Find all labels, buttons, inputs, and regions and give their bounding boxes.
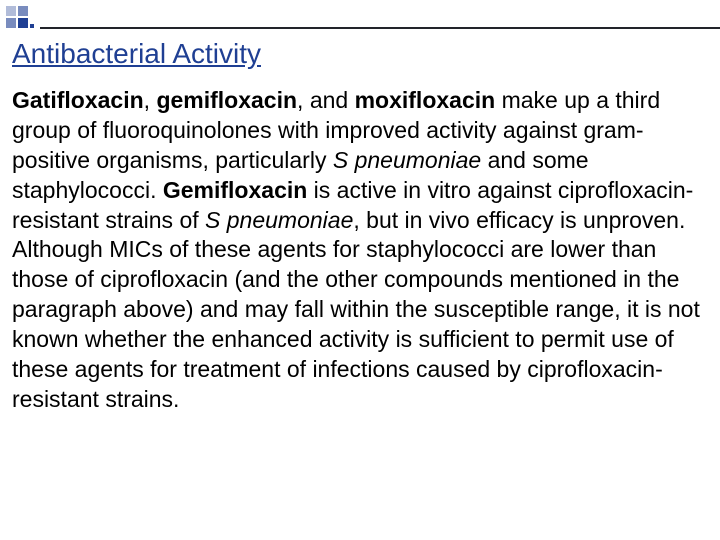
body-seg-0: Gatifloxacin [12, 87, 144, 113]
body-seg-4: moxifloxacin [355, 87, 496, 113]
slide-body: Gatifloxacin, gemifloxacin, and moxiflox… [12, 86, 708, 415]
body-seg-1: , [144, 87, 157, 113]
top-rule [40, 27, 720, 29]
slide-title: Antibacterial Activity [12, 38, 708, 70]
body-seg-3: , and [297, 87, 355, 113]
body-seg-11: , but in vivo efficacy is unproven. Alth… [12, 207, 700, 412]
body-seg-6: S pneumoniae [333, 147, 481, 173]
slide-content: Antibacterial Activity Gatifloxacin, gem… [12, 38, 708, 415]
body-seg-10: S pneumoniae [205, 207, 353, 233]
body-seg-2: gemifloxacin [156, 87, 297, 113]
body-seg-8: Gemifloxacin [163, 177, 307, 203]
